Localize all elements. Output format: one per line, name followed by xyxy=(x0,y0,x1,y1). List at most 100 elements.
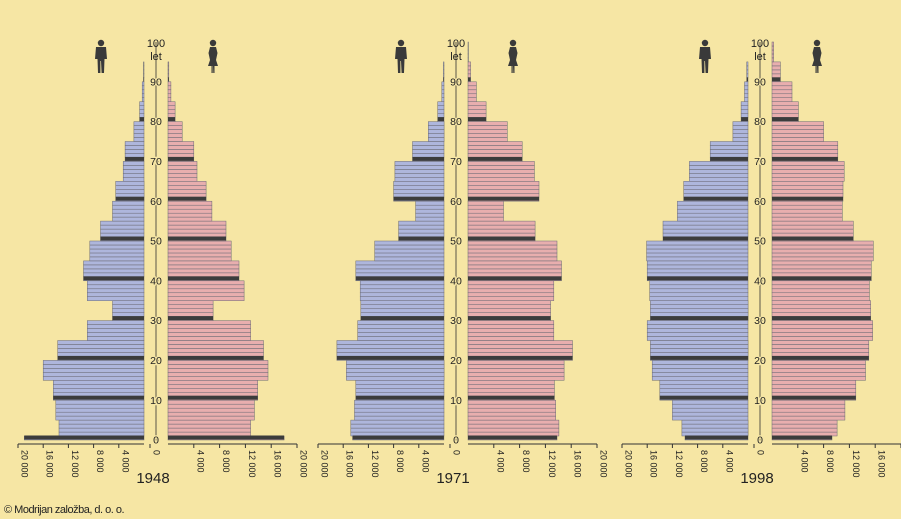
female-decade-bar xyxy=(772,396,856,400)
female-bar xyxy=(468,392,554,396)
female-bar xyxy=(772,98,792,102)
female-decade-bar xyxy=(168,316,213,320)
x-tick-label: 8 000 xyxy=(521,450,531,473)
male-bar xyxy=(123,177,144,181)
male-bar xyxy=(443,74,444,78)
male-bar xyxy=(399,233,444,237)
age-tick-label: 90 xyxy=(150,76,162,88)
female-bar xyxy=(168,189,206,193)
male-bar xyxy=(652,372,748,376)
female-bar xyxy=(468,213,504,217)
female-decade-bar xyxy=(468,237,535,241)
male-bar xyxy=(360,293,444,297)
male-bar xyxy=(745,82,749,86)
male-bar xyxy=(399,225,444,229)
male-bar xyxy=(356,388,444,392)
female-bar xyxy=(772,153,838,157)
female-bar xyxy=(468,281,554,285)
male-bar xyxy=(663,221,748,225)
female-decade-bar xyxy=(772,276,871,280)
year-label: 1998 xyxy=(740,470,773,487)
male-decade-bar xyxy=(747,77,748,81)
male-bar xyxy=(442,94,444,98)
female-bar xyxy=(168,173,197,177)
male-bar xyxy=(741,114,748,118)
male-bar xyxy=(355,404,445,408)
male-bar xyxy=(413,142,445,146)
male-bar xyxy=(650,293,748,297)
female-bar xyxy=(468,360,564,364)
male-bar xyxy=(652,376,748,380)
female-bar xyxy=(168,142,194,146)
female-bar xyxy=(468,368,564,372)
male-bar xyxy=(647,249,748,253)
male-bar xyxy=(43,360,144,364)
female-bar xyxy=(168,428,251,432)
female-bar xyxy=(168,309,213,313)
female-bar xyxy=(168,345,264,349)
female-bar xyxy=(468,209,504,213)
age-axis-top-label: 100 xyxy=(147,38,165,50)
male-bar xyxy=(101,225,145,229)
female-decade-bar xyxy=(468,276,562,280)
male-bar xyxy=(358,321,444,325)
female-bar xyxy=(772,86,792,90)
male-bar xyxy=(684,193,748,197)
female-bar xyxy=(772,337,873,341)
age-tick-label: 50 xyxy=(450,236,462,248)
male-bar xyxy=(747,62,748,66)
female-bar xyxy=(468,62,471,66)
female-bar xyxy=(168,321,251,325)
female-bar xyxy=(772,428,837,432)
female-bar xyxy=(772,241,873,245)
male-bar xyxy=(650,297,748,301)
male-decade-bar xyxy=(647,276,748,280)
female-bar xyxy=(468,424,559,428)
male-bar xyxy=(733,138,748,142)
female-bar xyxy=(168,269,239,273)
male-bar xyxy=(84,269,145,273)
male-decade-bar xyxy=(710,157,748,161)
female-bar xyxy=(468,245,557,249)
female-bar xyxy=(168,325,251,329)
age-tick-label: 30 xyxy=(450,315,462,327)
male-bar xyxy=(647,245,748,249)
male-bar xyxy=(101,229,145,233)
female-bar xyxy=(168,201,212,205)
female-bar xyxy=(168,253,231,257)
male-bar xyxy=(134,130,144,134)
female-bar xyxy=(168,94,171,98)
male-bar xyxy=(413,150,445,154)
age-tick-label: 0 xyxy=(757,435,763,447)
male-bar xyxy=(53,380,144,384)
male-bar xyxy=(394,181,444,185)
male-bar xyxy=(650,285,748,289)
female-bar xyxy=(772,130,824,134)
female-bar xyxy=(468,161,534,165)
male-bar xyxy=(59,420,144,424)
male-bar xyxy=(355,416,445,420)
x-tick-label: 12 000 xyxy=(851,450,861,478)
female-decade-bar xyxy=(772,117,798,121)
female-bar xyxy=(468,285,554,289)
male-bar xyxy=(682,424,748,428)
female-decade-bar xyxy=(772,157,838,161)
female-bar xyxy=(772,82,792,86)
age-tick-label: 10 xyxy=(450,395,462,407)
male-bar xyxy=(442,86,444,90)
female-bar xyxy=(772,349,869,353)
male-bar xyxy=(672,404,748,408)
female-bar xyxy=(168,181,206,185)
x-tick-label: 0 xyxy=(756,450,766,455)
female-bar xyxy=(168,134,182,138)
x-tick-label: 20 000 xyxy=(320,450,330,478)
female-bar xyxy=(772,102,798,106)
male-bar xyxy=(650,289,748,293)
male-bar xyxy=(741,102,748,106)
female-bar xyxy=(772,229,853,233)
male-bar xyxy=(413,153,445,157)
female-bar xyxy=(772,253,873,257)
male-bar xyxy=(677,209,748,213)
female-bar xyxy=(168,376,268,380)
